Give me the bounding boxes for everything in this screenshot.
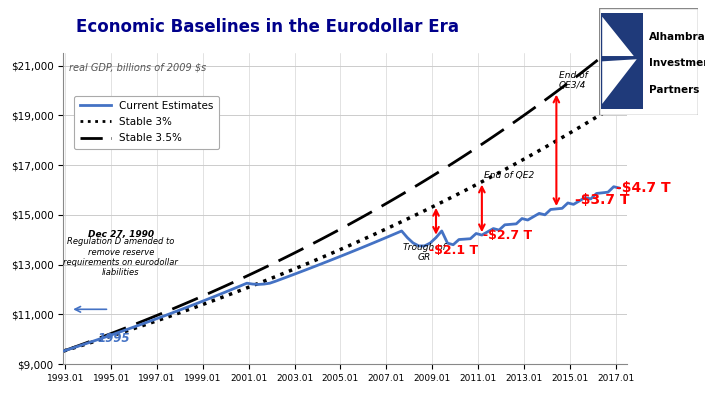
- Text: End of QE2: End of QE2: [484, 171, 534, 180]
- Polygon shape: [602, 59, 637, 104]
- Text: Trough of
GR: Trough of GR: [403, 243, 446, 262]
- Text: 1995: 1995: [98, 332, 130, 345]
- Text: Q1 '17: Q1 '17: [616, 37, 646, 46]
- FancyBboxPatch shape: [601, 13, 643, 109]
- Text: Partners: Partners: [649, 85, 699, 95]
- FancyBboxPatch shape: [599, 8, 698, 115]
- Polygon shape: [602, 17, 634, 56]
- Text: Alhambra: Alhambra: [649, 31, 705, 42]
- Text: Investment: Investment: [649, 58, 705, 68]
- Text: Dec 27, 1990: Dec 27, 1990: [87, 230, 154, 239]
- Legend: Current Estimates, Stable 3%, Stable 3.5%: Current Estimates, Stable 3%, Stable 3.5…: [74, 96, 219, 148]
- Text: real GDP, billions of 2009 $s: real GDP, billions of 2009 $s: [69, 63, 207, 72]
- Text: -$2.7 T: -$2.7 T: [483, 229, 532, 242]
- Text: Regulation D amended to
remove reserve
requirements on eurodollar
liabilities: Regulation D amended to remove reserve r…: [63, 237, 178, 277]
- Text: -$2.1 T: -$2.1 T: [429, 244, 478, 257]
- Text: -$4.7 T: -$4.7 T: [616, 181, 670, 195]
- Text: End of
QE3/4: End of QE3/4: [558, 71, 587, 90]
- Text: -$3.7 T: -$3.7 T: [575, 193, 630, 207]
- Text: Economic Baselines in the Eurodollar Era: Economic Baselines in the Eurodollar Era: [76, 18, 460, 36]
